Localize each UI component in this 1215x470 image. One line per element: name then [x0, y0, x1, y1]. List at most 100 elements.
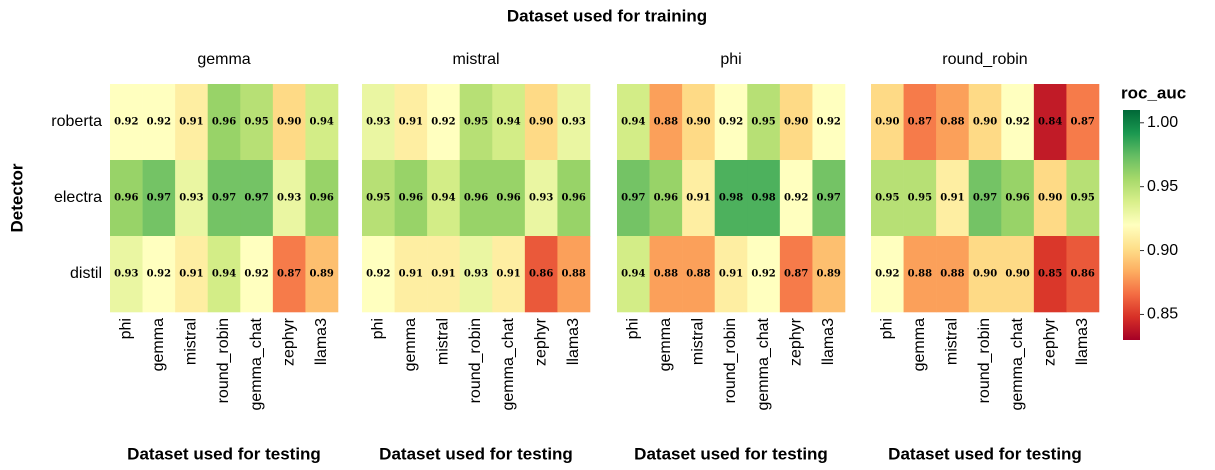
x-axis-label: Dataset used for testing — [379, 444, 573, 463]
x-tick-label: llama3 — [820, 318, 837, 365]
heatmap-cell — [936, 236, 970, 313]
cell-label: 0.84 — [1038, 117, 1062, 128]
cell-label: 0.91 — [686, 193, 710, 204]
x-tick-label: gemma — [911, 318, 928, 371]
x-tick-label: round_robin — [215, 318, 232, 403]
colorbar — [1123, 110, 1140, 340]
cell-label: 0.89 — [310, 269, 334, 280]
x-tick-label: mistral — [944, 318, 961, 365]
heatmap-cell — [362, 84, 395, 161]
cell-label: 0.92 — [431, 117, 455, 128]
cell-label: 0.95 — [875, 193, 899, 204]
facet-title: mistral — [452, 51, 499, 68]
heatmap-cell — [394, 160, 428, 237]
heatmap-cell — [175, 84, 209, 161]
cell-label: 0.94 — [310, 117, 334, 128]
heatmap-cell — [557, 160, 591, 237]
cell-label: 0.94 — [212, 269, 236, 280]
cell-label: 0.90 — [277, 117, 301, 128]
heatmap-cell — [747, 160, 781, 237]
cell-label: 0.87 — [784, 269, 808, 280]
cell-label: 0.88 — [562, 269, 586, 280]
heatmap-cell — [682, 84, 716, 161]
cell-label: 0.88 — [940, 117, 964, 128]
cell-label: 0.87 — [1071, 117, 1095, 128]
cell-label: 0.86 — [1071, 269, 1095, 280]
heatmap-cell — [394, 236, 428, 313]
cell-label: 0.97 — [212, 193, 236, 204]
heatmap-cell — [524, 160, 558, 237]
heatmap-cell — [1066, 236, 1100, 313]
cell-label: 0.92 — [784, 193, 808, 204]
cell-label: 0.93 — [529, 193, 553, 204]
cell-label: 0.90 — [1005, 269, 1029, 280]
heatmap-cell — [779, 84, 813, 161]
heatmap-cell — [394, 84, 428, 161]
heatmap-cell — [305, 84, 339, 161]
cell-label: 0.90 — [875, 117, 899, 128]
cell-label: 0.95 — [244, 117, 268, 128]
cell-label: 0.97 — [147, 193, 171, 204]
x-tick-label: llama3 — [565, 318, 582, 365]
cell-label: 0.96 — [1005, 193, 1029, 204]
x-tick-label: phi — [625, 318, 642, 339]
cell-label: 0.92 — [114, 117, 138, 128]
x-axis-label: Dataset used for testing — [127, 444, 321, 463]
x-tick-label: gemma_chat — [1009, 317, 1026, 410]
heatmap-cell — [779, 160, 813, 237]
cell-label: 0.96 — [496, 193, 520, 204]
x-tick-label: llama3 — [1074, 318, 1091, 365]
heatmap-cell — [747, 236, 781, 313]
heatmap-cell — [903, 160, 937, 237]
heatmap-cell — [240, 236, 274, 313]
heatmap-cell — [871, 236, 904, 313]
cell-label: 0.96 — [212, 117, 236, 128]
cell-label: 0.97 — [621, 193, 645, 204]
colorbar-tick-label: 0.85 — [1147, 306, 1178, 323]
cell-label: 0.90 — [973, 117, 997, 128]
cell-label: 0.94 — [496, 117, 520, 128]
heatmap-cell — [142, 84, 176, 161]
x-tick-label: gemma — [402, 318, 419, 371]
cell-label: 0.97 — [973, 193, 997, 204]
cell-label: 0.93 — [179, 193, 203, 204]
heatmap-cell — [812, 84, 846, 161]
cell-label: 0.95 — [1071, 193, 1095, 204]
colorbar-tick-label: 1.00 — [1147, 114, 1178, 131]
heatmap-cell — [871, 84, 904, 161]
cell-label: 0.96 — [399, 193, 423, 204]
cell-label: 0.98 — [719, 193, 743, 204]
x-tick-label: zephyr — [1041, 317, 1058, 366]
heatmap-cell — [714, 84, 748, 161]
heatmap-cell — [524, 236, 558, 313]
cell-label: 0.85 — [1038, 269, 1062, 280]
cell-label: 0.88 — [908, 269, 932, 280]
cell-label: 0.92 — [751, 269, 775, 280]
cell-label: 0.95 — [908, 193, 932, 204]
heatmap-cell — [427, 160, 461, 237]
cell-label: 0.87 — [908, 117, 932, 128]
heatmap-cell — [968, 236, 1002, 313]
heatmap-cell — [779, 236, 813, 313]
cell-label: 0.93 — [464, 269, 488, 280]
heatmap-cell — [492, 84, 526, 161]
x-tick-label: mistral — [183, 318, 200, 365]
cell-label: 0.91 — [399, 269, 423, 280]
x-tick-label: zephyr — [532, 317, 549, 366]
cell-label: 0.94 — [621, 269, 645, 280]
cell-label: 0.92 — [366, 269, 390, 280]
heatmap-cell — [968, 160, 1002, 237]
heatmap-cell — [142, 160, 176, 237]
heatmap-cell — [747, 84, 781, 161]
x-axis-label: Dataset used for testing — [634, 444, 828, 463]
cell-label: 0.96 — [310, 193, 334, 204]
x-tick-label: gemma_chat — [248, 317, 265, 410]
heatmap-cell — [459, 236, 493, 313]
cell-label: 0.89 — [817, 269, 841, 280]
colorbar-tick-label: 0.90 — [1147, 242, 1178, 259]
cell-label: 0.97 — [244, 193, 268, 204]
x-tick-label: phi — [370, 318, 387, 339]
chart-title: Dataset used for training — [507, 6, 707, 25]
heatmap-cell — [272, 84, 306, 161]
cell-label: 0.94 — [431, 193, 455, 204]
